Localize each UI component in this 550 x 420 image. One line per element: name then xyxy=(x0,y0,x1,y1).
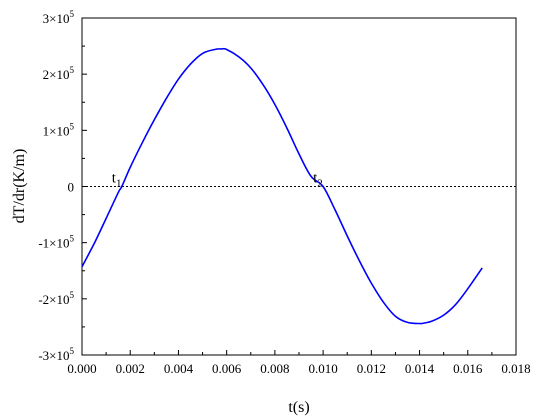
y-tick-label: -3×105 xyxy=(38,346,74,363)
annotations: t1 t2 xyxy=(112,171,323,190)
series-line xyxy=(81,47,483,325)
y-tick-label: 3×105 xyxy=(43,9,75,26)
x-tick-label: 0.014 xyxy=(405,361,435,376)
x-axis-label: t(s) xyxy=(288,399,309,416)
x-axis-ticks: 0.000 0.002 0.004 0.006 0.008 0.010 0.012 0.014… xyxy=(67,350,531,376)
annotation-t1: t1 xyxy=(112,171,122,190)
x-tick-label: 0.012 xyxy=(357,361,386,376)
y-tick-label: -1×105 xyxy=(38,234,74,251)
y-tick-label: 0 xyxy=(68,180,75,195)
y-axis-ticks: -3×105 -2×105 -1×105 0 1×105 2×105 3×105 xyxy=(38,9,87,363)
x-tick-label: 0.018 xyxy=(501,361,530,376)
x-tick-label: 0.002 xyxy=(116,361,145,376)
x-tick-label: 0.016 xyxy=(453,361,483,376)
y-tick-label: 2×105 xyxy=(43,65,75,82)
y-axis-label: dT/dr(K/m) xyxy=(11,149,28,224)
annotation-t2: t2 xyxy=(313,171,323,190)
x-tick-label: 0.008 xyxy=(260,361,289,376)
x-tick-label: 0.010 xyxy=(308,361,337,376)
x-tick-label: 0.006 xyxy=(212,361,242,376)
x-tick-label: 0.004 xyxy=(164,361,194,376)
y-tick-label: -2×105 xyxy=(38,290,74,307)
y-tick-label: 1×105 xyxy=(43,121,75,138)
x-tick-label: 0.000 xyxy=(67,361,96,376)
